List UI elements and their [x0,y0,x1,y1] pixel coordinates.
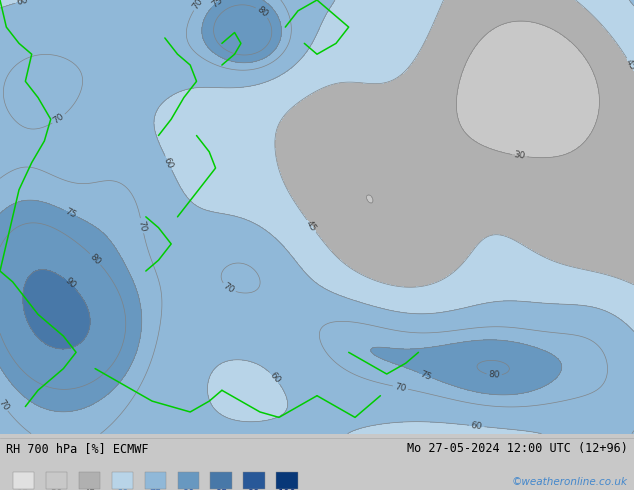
Text: 60: 60 [16,0,30,7]
Text: 70: 70 [221,281,236,295]
Text: 60: 60 [470,421,483,431]
Text: 70: 70 [136,219,148,232]
Text: 70: 70 [394,382,407,393]
Text: ©weatheronline.co.uk: ©weatheronline.co.uk [512,477,628,487]
Bar [276,472,298,489]
Text: 70: 70 [191,0,205,11]
Text: 90: 90 [63,276,77,291]
Bar [79,472,100,489]
Bar [46,472,67,489]
Text: 70: 70 [0,397,10,412]
Text: 60: 60 [268,370,282,385]
Text: 45: 45 [304,219,318,233]
Text: 75: 75 [63,207,78,220]
Text: 30: 30 [514,150,526,161]
Text: RH 700 hPa [%] ECMWF: RH 700 hPa [%] ECMWF [6,442,149,455]
Text: 75: 75 [419,369,433,382]
Text: Mo 27-05-2024 12:00 UTC (12+96): Mo 27-05-2024 12:00 UTC (12+96) [407,442,628,455]
Bar [243,472,265,489]
Text: 45: 45 [624,58,634,72]
Bar [145,472,166,489]
Text: 75: 75 [210,0,224,10]
Bar [112,472,133,489]
Text: 80: 80 [88,252,103,267]
Bar [178,472,199,489]
Bar [13,472,34,489]
Text: 70: 70 [51,112,66,126]
Text: 80: 80 [255,5,269,19]
Text: 60: 60 [162,156,175,170]
Text: 80: 80 [488,370,500,380]
Bar [210,472,232,489]
